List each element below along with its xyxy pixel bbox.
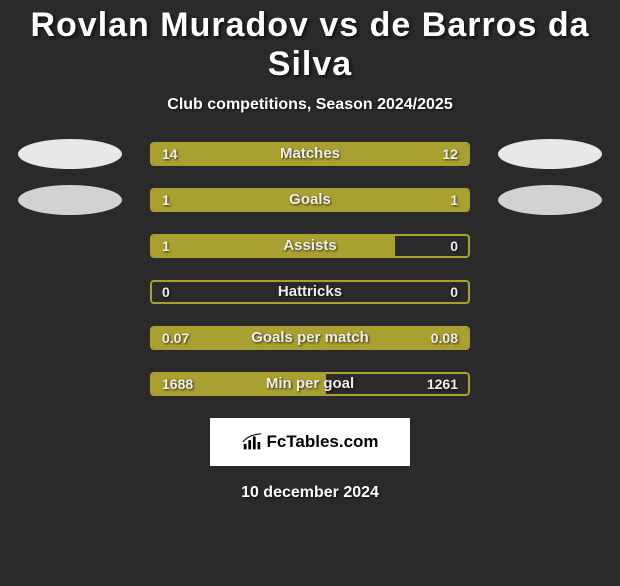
stat-value-right: 1261: [427, 374, 458, 394]
subtitle: Club competitions, Season 2024/2025: [10, 96, 610, 114]
stat-row: 1688Min per goal1261: [10, 372, 610, 396]
stat-row: 14Matches12: [10, 142, 610, 166]
player-ellipse-left: [18, 139, 122, 169]
stat-label: Assists: [152, 236, 468, 256]
stat-bar: 14Matches12: [150, 142, 470, 166]
stat-bar: 1688Min per goal1261: [150, 372, 470, 396]
stat-label: Goals per match: [152, 328, 468, 348]
stat-label: Min per goal: [152, 374, 468, 394]
stat-label: Matches: [152, 144, 468, 164]
stat-value-right: 1: [450, 190, 458, 210]
logo: FcTables.com: [241, 431, 378, 453]
stat-label: Hattricks: [152, 282, 468, 302]
player-ellipse-left: [18, 185, 122, 215]
stat-label: Goals: [152, 190, 468, 210]
stat-value-right: 12: [442, 144, 458, 164]
stat-value-right: 0: [450, 282, 458, 302]
stat-row: 1Goals1: [10, 188, 610, 212]
logo-box: FcTables.com: [210, 418, 410, 466]
logo-text: FcTables.com: [266, 432, 378, 452]
stat-bar: 1Goals1: [150, 188, 470, 212]
player-ellipse-right: [498, 139, 602, 169]
stat-bar: 0Hattricks0: [150, 280, 470, 304]
stat-value-right: 0.08: [431, 328, 458, 348]
date-text: 10 december 2024: [10, 484, 610, 502]
page-title: Rovlan Muradov vs de Barros da Silva: [10, 6, 610, 84]
stat-bar: 0.07Goals per match0.08: [150, 326, 470, 350]
stat-row: 0Hattricks0: [10, 280, 610, 304]
stats-list: 14Matches121Goals11Assists00Hattricks00.…: [10, 142, 610, 396]
stat-bar: 1Assists0: [150, 234, 470, 258]
stat-row: 0.07Goals per match0.08: [10, 326, 610, 350]
stat-value-right: 0: [450, 236, 458, 256]
chart-icon: [241, 431, 263, 453]
stat-row: 1Assists0: [10, 234, 610, 258]
player-ellipse-right: [498, 185, 602, 215]
